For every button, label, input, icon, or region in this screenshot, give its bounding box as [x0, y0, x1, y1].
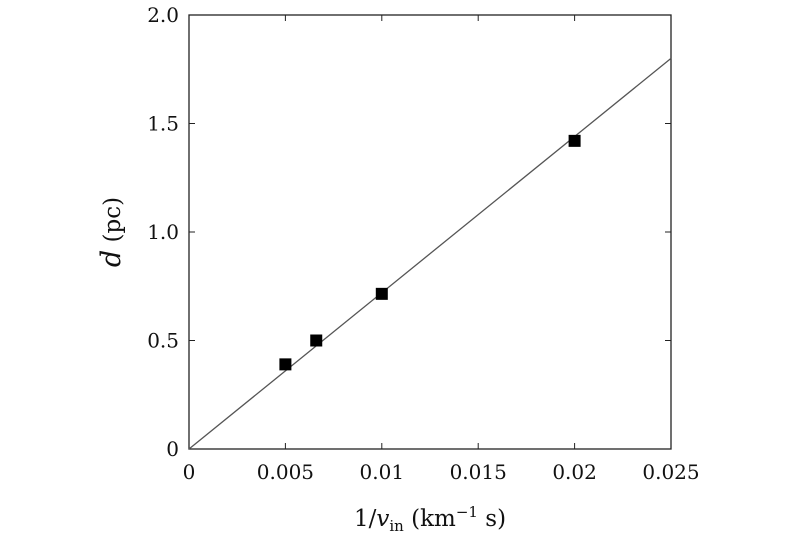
x-axis-label-unit-close: s) — [478, 506, 506, 532]
y-tick-label: 0.5 — [147, 329, 179, 353]
fit-line-group — [188, 57, 672, 450]
data-point-square — [375, 287, 388, 300]
tick-labels: 0 0.005 0.01 0.015 0.02 0.025 0 0.5 1.0 1.5 2.0 — [147, 3, 699, 484]
x-axis-label-unit-open: (km — [404, 506, 456, 532]
x-axis-label-sub: in — [389, 517, 404, 533]
fit-line — [188, 57, 672, 450]
x-tick-label: 0.015 — [450, 460, 507, 484]
axis-ticks — [188, 14, 672, 450]
y-tick-label: 2.0 — [147, 3, 179, 27]
y-tick-label: 0 — [166, 437, 179, 461]
y-axis-label-unit: (pc) — [100, 197, 126, 250]
y-axis-label-var: d — [96, 250, 127, 267]
x-tick-label: 0.02 — [552, 460, 597, 484]
x-axis-label-var: v — [376, 506, 389, 532]
x-tick-label: 0.005 — [257, 460, 314, 484]
data-point-square — [279, 358, 292, 371]
x-tick-label: 0.01 — [360, 460, 405, 484]
plot-area: 0 0.005 0.01 0.015 0.02 0.025 0 0.5 1.0 1.5 2.0 — [147, 3, 699, 484]
y-axis-label: d (pc) — [96, 197, 127, 267]
x-axis-label-exp: −1 — [456, 503, 478, 521]
x-axis-label: 1/vin (km−1 s) — [354, 503, 506, 533]
x-tick-label: 0 — [183, 460, 196, 484]
data-point-square — [310, 334, 323, 347]
y-tick-label: 1.5 — [147, 112, 179, 136]
data-markers — [279, 134, 581, 371]
data-point-square — [568, 134, 581, 147]
x-axis-label-prefix: 1/ — [354, 506, 377, 532]
plot-frame — [188, 14, 672, 450]
x-tick-label: 0.025 — [642, 460, 699, 484]
y-tick-label: 1.0 — [147, 220, 179, 244]
